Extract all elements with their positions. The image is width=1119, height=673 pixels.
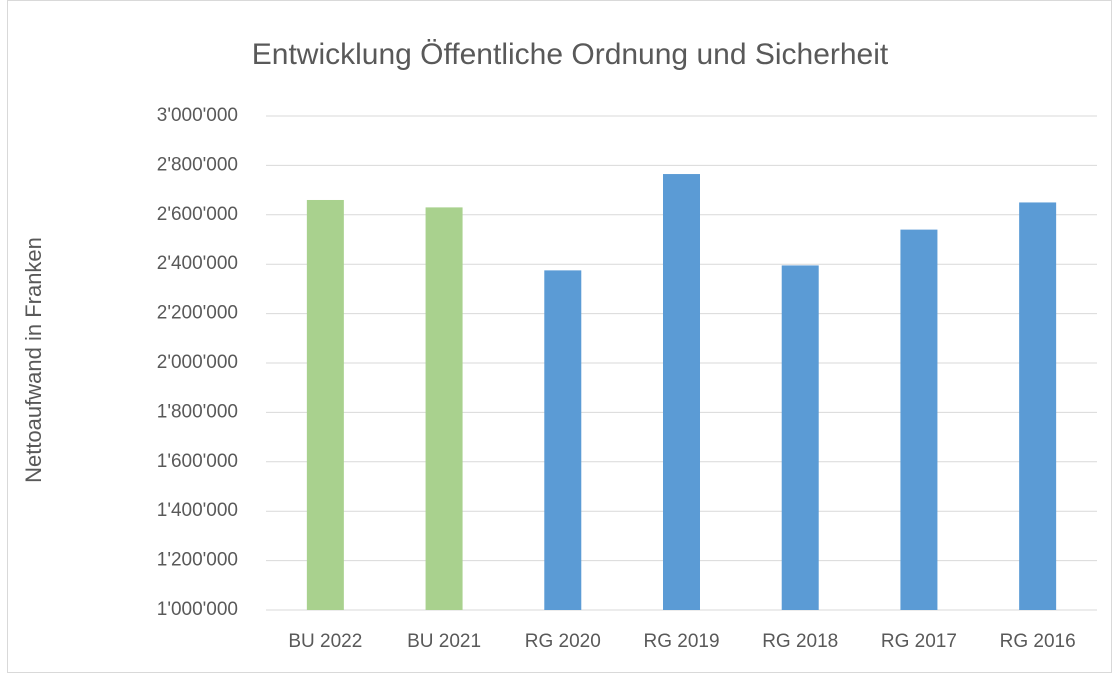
bar [663, 174, 700, 611]
chart-title: Entwicklung Öffentliche Ordnung und Sich… [252, 38, 889, 71]
bar [1019, 202, 1057, 610]
x-tick-label: RG 2016 [1000, 631, 1076, 652]
x-tick-label: BU 2022 [288, 631, 362, 652]
x-tick-label: BU 2021 [407, 631, 481, 652]
y-tick-label: 1'000'000 [157, 599, 238, 620]
y-tick-label: 1'800'000 [157, 401, 238, 422]
bar [781, 265, 819, 610]
y-tick-label: 1'200'000 [157, 550, 238, 571]
bar [306, 199, 344, 611]
x-tick-label: RG 2019 [643, 631, 719, 652]
bar [544, 270, 582, 610]
y-tick-label: 2'200'000 [157, 303, 238, 324]
y-tick-label: 2'800'000 [157, 154, 238, 175]
y-tick-label: 2'600'000 [157, 204, 238, 225]
bar [900, 229, 938, 610]
y-tick-label: 3'000'000 [157, 105, 238, 126]
x-tick-label: RG 2018 [762, 631, 838, 652]
y-tick-label: 2'000'000 [157, 352, 238, 373]
y-tick-label: 1'600'000 [157, 451, 238, 472]
y-tick-label: 2'400'000 [157, 253, 238, 274]
x-tick-label: RG 2020 [525, 631, 601, 652]
x-tick-label: RG 2017 [881, 631, 957, 652]
y-axis-label: Nettoaufwand in Franken [21, 237, 46, 483]
bar [425, 207, 463, 610]
y-tick-label: 1'400'000 [157, 500, 238, 521]
